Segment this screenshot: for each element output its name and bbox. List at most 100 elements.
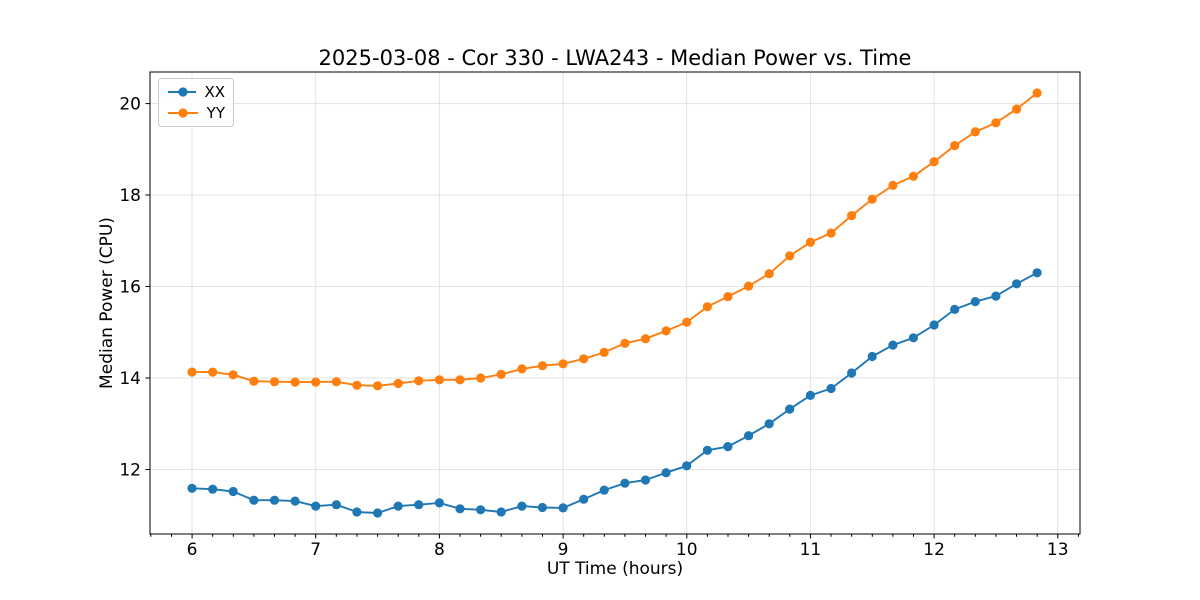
data-point-YY [208,367,218,377]
data-point-XX [682,461,692,471]
data-point-XX [414,500,424,510]
data-point-YY [537,361,548,371]
y-tick-label: 12 [119,461,141,481]
data-point-XX [620,478,630,488]
data-point-XX [847,368,857,378]
data-point-YY [269,377,280,387]
data-point-YY [805,237,816,247]
data-point-YY [1012,104,1022,114]
data-point-YY [352,380,362,390]
legend: XX YY [158,78,234,127]
legend-label-yy: YY [206,103,225,122]
data-point-XX [517,501,527,511]
data-point-YY [702,302,713,312]
data-point-YY [867,194,877,204]
data-point-YY [579,354,589,364]
data-point-YY [249,376,259,386]
data-point-YY [455,375,465,385]
legend-swatch-xx-icon [168,87,197,97]
data-point-YY [393,378,403,389]
data-point-YY [187,367,197,377]
data-point-YY [311,377,321,387]
data-point-XX [434,498,444,508]
data-point-YY [434,375,444,385]
series-XX [187,268,1042,518]
data-point-YY [950,141,960,151]
data-point-YY [826,228,836,238]
plot-border [149,71,1081,535]
data-point-XX [331,500,341,510]
data-point-XX [373,508,383,518]
data-point-XX [805,390,816,400]
chart-title: 2025-03-08 - Cor 330 - LWA243 - Median P… [318,46,912,70]
y-tick-label: 14 [119,369,141,389]
x-tick-label: 9 [558,540,569,560]
legend-swatch-yy-icon [168,108,198,118]
y-tick-label: 20 [119,95,141,115]
data-point-XX [269,495,280,505]
data-point-XX [1032,268,1042,278]
x-tick-label: 8 [434,540,445,560]
data-point-XX [723,442,733,452]
data-point-XX [867,351,877,362]
data-point-XX [228,486,238,497]
data-point-YY [228,370,238,380]
data-point-XX [640,475,651,485]
ticks [145,103,1079,539]
data-point-XX [476,505,486,515]
data-point-XX [702,445,713,455]
data-point-YY [496,369,506,379]
y-tick-label: 16 [119,278,141,298]
data-point-XX [785,404,795,414]
data-point-YY [661,326,671,336]
data-point-YY [764,269,774,279]
x-tick-label: 7 [310,540,321,560]
series-line-YY [192,92,1038,387]
data-point-XX [764,419,774,429]
data-point-XX [290,496,300,506]
series-line-XX [191,271,1038,514]
data-point-XX [249,495,259,505]
grid [150,72,1080,534]
y-axis-label: Median Power (CPU) [97,217,117,389]
legend-item-xx: XX [167,84,225,100]
data-point-XX [929,320,939,330]
data-point-XX [826,383,836,394]
x-tick-label: 13 [1047,540,1069,560]
data-point-YY [847,211,857,221]
data-point-XX [599,485,609,495]
data-point-YY [908,171,919,181]
data-point-YY [558,359,568,369]
data-point-YY [888,180,898,190]
data-point-XX [1012,279,1022,289]
data-point-YY [290,377,300,387]
legend-item-yy: YY [167,105,225,121]
data-point-YY [414,376,424,386]
data-point-XX [455,504,465,514]
x-axis-label: UT Time (hours) [546,559,684,579]
data-point-XX [311,501,321,511]
data-point-YY [476,373,486,383]
data-point-XX [352,507,362,517]
data-point-YY [640,334,651,344]
data-point-XX [970,297,980,307]
data-point-XX [744,431,754,441]
data-point-YY [620,338,630,348]
legend-label-xx: XX [204,83,225,102]
data-point-XX [558,503,568,513]
x-tick-label: 10 [676,540,698,560]
series-YY [187,88,1042,391]
x-tick-label: 11 [800,540,822,560]
data-point-YY [331,377,341,387]
x-tick-label: 12 [923,540,945,560]
data-point-XX [991,291,1001,301]
data-point-XX [579,494,589,504]
data-point-YY [682,317,692,327]
data-point-XX [950,304,960,314]
data-point-YY [599,347,609,357]
data-point-XX [661,468,671,478]
data-point-YY [1032,88,1042,98]
data-point-YY [929,157,939,167]
